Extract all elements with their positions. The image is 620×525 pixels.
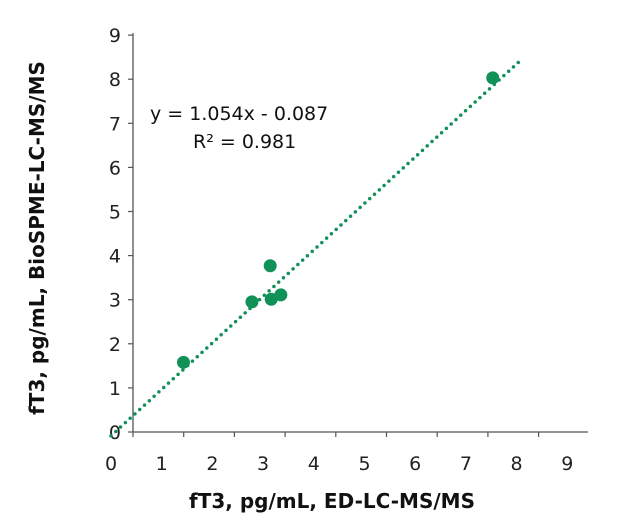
x-tick-label: 8 [511,453,523,475]
y-tick-label: 4 [109,246,121,268]
data-point [486,71,500,85]
y-tick-label: 2 [109,334,121,356]
data-point [245,295,259,309]
x-tick-label: 6 [409,453,421,475]
data-point [274,288,288,302]
x-tick-label: 3 [257,453,269,475]
x-tick-label: 4 [308,453,320,475]
y-tick-label: 8 [109,69,121,91]
y-tick-label: 0 [109,422,121,444]
data-point [177,355,191,369]
x-tick-label: 7 [460,453,472,475]
y-tick-label: 9 [109,25,121,47]
equation-label: y = 1.054x - 0.087 [150,103,328,125]
y-tick-label: 3 [109,290,121,312]
x-axis-title: fT3, pg/mL, ED-LC-MS/MS [189,489,475,513]
data-point [263,259,277,273]
r-squared-label: R² = 0.981 [193,131,296,153]
x-tick-label: 0 [105,453,117,475]
x-tick-label: 2 [206,453,218,475]
y-tick-label: 1 [109,378,121,400]
trendline [109,57,524,438]
y-tick-label: 7 [109,113,121,135]
y-tick-label: 6 [109,157,121,179]
y-tick-label: 5 [109,202,121,224]
x-tick-label: 9 [561,453,573,475]
x-tick-label: 5 [358,453,370,475]
x-tick-label: 1 [156,453,168,475]
y-axis-title: fT3, pg/mL, BioSPME-LC-MS/MS [25,61,49,415]
